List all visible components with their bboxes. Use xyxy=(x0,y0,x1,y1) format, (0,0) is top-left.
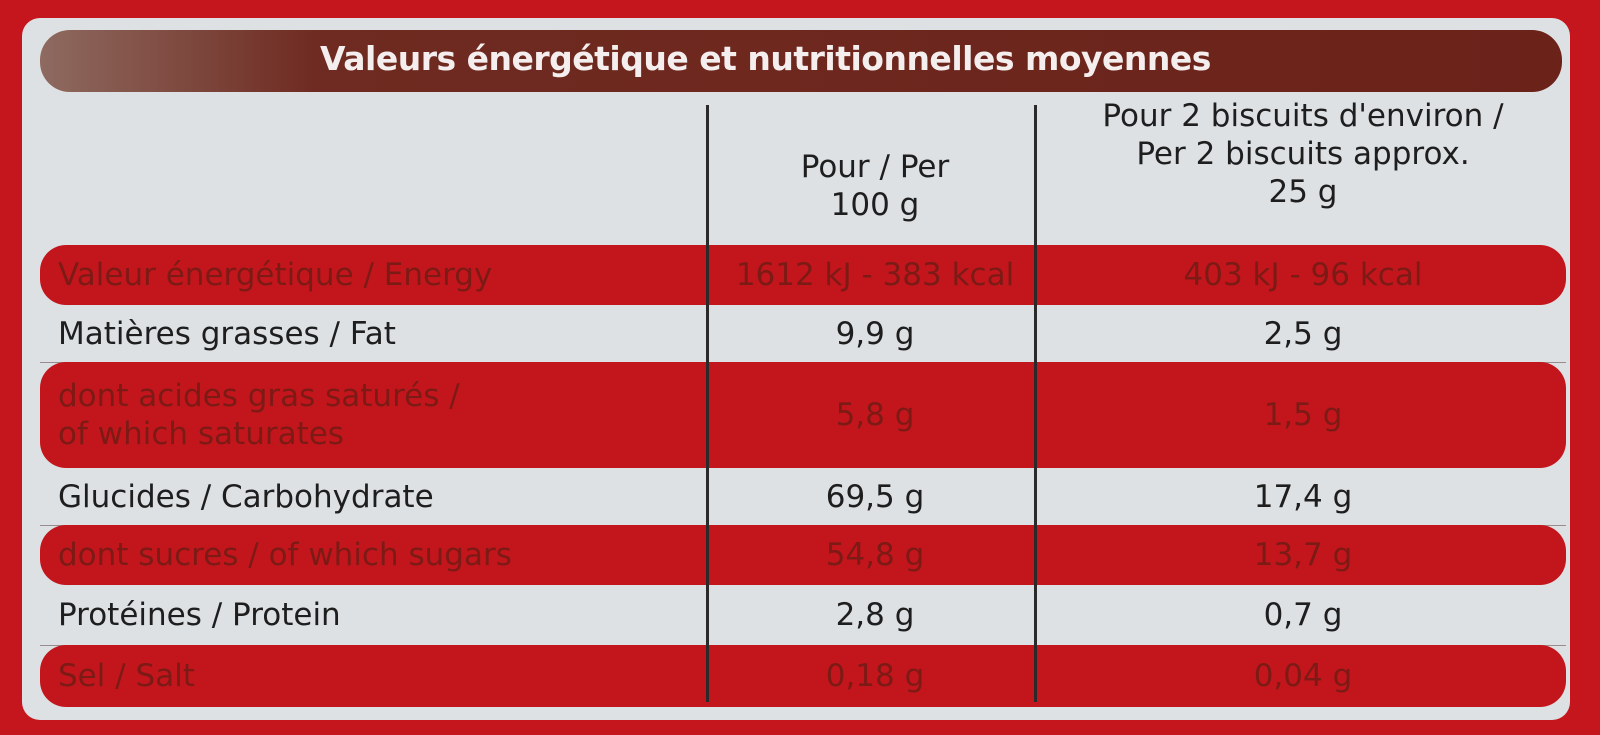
column-header: Pour 2 biscuits d'environ / Per 2 biscuit… xyxy=(1038,95,1568,240)
row-value: 1,5 g xyxy=(1038,362,1568,468)
text-line: Glucides / Carbohydrate xyxy=(58,478,434,515)
row-label: Protéines / Protein xyxy=(58,585,698,645)
shaded-band xyxy=(40,362,1566,468)
text-line: Valeur énergétique / Energy xyxy=(58,257,493,293)
text-line: Sel / Salt xyxy=(58,658,195,694)
shaded-band xyxy=(40,245,1566,305)
text-line: dont sucres / of which sugars xyxy=(58,537,512,573)
text-line: 100 g xyxy=(830,187,920,223)
row-value: 17,4 g xyxy=(1038,468,1568,525)
text-line: Pour / Per xyxy=(800,149,950,185)
row-label: Sel / Salt xyxy=(58,645,698,707)
row-value: 403 kJ - 96 kcal xyxy=(1038,245,1568,305)
row-value: 2,5 g xyxy=(1038,305,1568,362)
row-value: 0,7 g xyxy=(1038,585,1568,645)
text-line: Pour 2 biscuits d'environ / xyxy=(1102,98,1504,134)
row-value: 2,8 g xyxy=(710,585,1040,645)
text-line: Protéines / Protein xyxy=(58,597,341,633)
row-value: 1612 kJ - 383 kcal xyxy=(710,245,1040,305)
text-line: 13,7 g xyxy=(1253,537,1353,573)
text-line: 1612 kJ - 383 kcal xyxy=(735,257,1015,293)
text-line: 54,8 g xyxy=(825,537,925,573)
shaded-band xyxy=(40,645,1566,707)
column-header: Pour / Per 100 g xyxy=(710,95,1040,240)
text-line: 2,5 g xyxy=(1263,315,1343,352)
text-line: 0,04 g xyxy=(1253,658,1353,694)
text-line: 0,18 g xyxy=(825,658,925,694)
row-value: 5,8 g xyxy=(710,362,1040,468)
row-value: 0,18 g xyxy=(710,645,1040,707)
text-line: 1,5 g xyxy=(1263,397,1343,433)
text-line: dont acides gras saturés / xyxy=(58,378,460,414)
text-line: Matières grasses / Fat xyxy=(58,315,396,352)
row-value: 54,8 g xyxy=(710,525,1040,585)
text-line: 69,5 g xyxy=(825,478,925,515)
row-label: Glucides / Carbohydrate xyxy=(58,468,698,525)
text-line: 2,8 g xyxy=(835,597,915,633)
row-value: 9,9 g xyxy=(710,305,1040,362)
text-line: 403 kJ - 96 kcal xyxy=(1183,257,1423,293)
shaded-band xyxy=(40,525,1566,585)
text-line: 0,7 g xyxy=(1263,597,1343,633)
text-line: 25 g xyxy=(1268,174,1338,210)
row-label: Valeur énergétique / Energy xyxy=(58,245,698,305)
column-divider xyxy=(706,105,709,702)
row-value: 69,5 g xyxy=(710,468,1040,525)
row-label: dont acides gras saturés / of which satur… xyxy=(58,362,698,468)
row-value: 13,7 g xyxy=(1038,525,1568,585)
row-label: Matières grasses / Fat xyxy=(58,305,698,362)
text-line: Per 2 biscuits approx. xyxy=(1136,136,1470,172)
row-value: 0,04 g xyxy=(1038,645,1568,707)
text-line: 17,4 g xyxy=(1253,478,1353,515)
title: Valeurs énergétique et nutritionnelles m… xyxy=(320,39,1211,78)
text-line: 9,9 g xyxy=(835,315,915,352)
title-bar xyxy=(40,30,1562,92)
text-line: of which saturates xyxy=(58,416,344,452)
row-label: dont sucres / of which sugars xyxy=(58,525,698,585)
text-line: 5,8 g xyxy=(835,397,915,433)
column-divider xyxy=(1034,105,1037,702)
